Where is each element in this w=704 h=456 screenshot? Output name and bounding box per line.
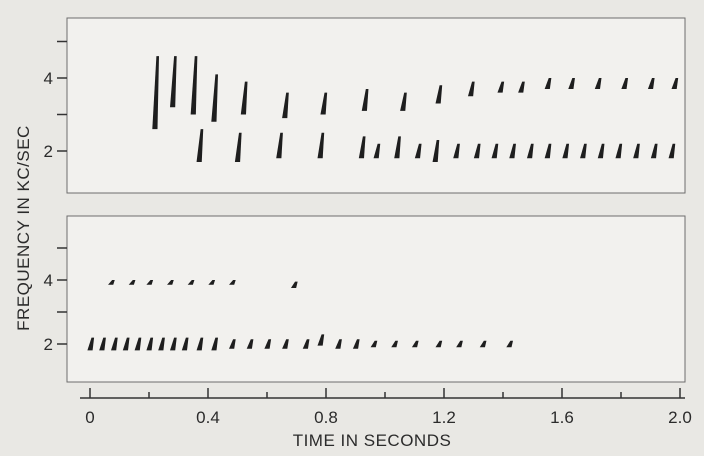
top-series-1-mark	[170, 56, 177, 108]
x-tick-label: 1.2	[432, 408, 456, 427]
bottom-series-1-mark	[187, 280, 195, 285]
bottom-y-axis: 24	[44, 247, 67, 354]
top-series-1-mark	[282, 92, 289, 119]
bottom-series-2-mark	[479, 340, 487, 348]
top-series-1-mark	[647, 78, 655, 89]
top-series-2-mark	[633, 143, 640, 159]
y-tick-label: 4	[44, 69, 53, 88]
top-y-axis: 24	[44, 40, 67, 161]
bottom-series-2-mark	[435, 340, 443, 348]
bottom-series-2-mark	[196, 337, 204, 351]
bottom-series-2-mark	[111, 337, 118, 351]
bottom-panel-frame	[66, 215, 686, 383]
bottom-series-2-mark	[246, 339, 254, 349]
bottom-series-2-mark	[264, 339, 272, 349]
top-series-2-mark	[234, 132, 242, 162]
top-series-1-mark	[190, 56, 198, 115]
top-series-1-mark	[152, 56, 159, 130]
top-series-1-mark	[671, 78, 679, 89]
top-series-2-mark	[358, 136, 366, 159]
top-series-2-mark	[453, 143, 460, 159]
top-series-2-mark	[615, 143, 623, 159]
top-series-2-mark	[276, 132, 283, 159]
bottom-series-2-mark	[181, 337, 189, 351]
top-series-1-mark	[435, 85, 443, 104]
top-series-1-mark	[518, 81, 525, 93]
x-tick-label: 0	[85, 408, 94, 427]
top-series-2-mark	[562, 143, 570, 159]
top-series-1-mark	[361, 88, 369, 111]
top-series-2-mark	[491, 143, 499, 159]
bottom-series-2-mark	[317, 334, 325, 346]
x-axis: 0 0.4 0.8 1.2 1.6 2.0	[80, 388, 692, 427]
top-series-1-mark	[621, 78, 629, 89]
bottom-series-2-mark	[146, 337, 154, 351]
bottom-series-1-mark	[146, 280, 154, 285]
bottom-series-2-mark	[87, 337, 95, 351]
y-tick-label: 2	[44, 335, 53, 354]
bottom-series-2-mark	[134, 337, 142, 351]
top-series-2-mark	[473, 143, 481, 159]
top-series-1-mark	[400, 92, 407, 111]
top-series-1-mark	[568, 78, 575, 89]
top-series-2-mark	[394, 136, 401, 159]
bottom-series-2-mark	[411, 340, 419, 348]
bottom-series-1-mark	[128, 280, 136, 285]
top-series-1-mark	[594, 78, 602, 89]
bottom-series-2-mark	[158, 337, 165, 351]
top-series-2-mark	[373, 143, 381, 159]
top-series-1-mark	[320, 92, 328, 115]
top-series-2-mark	[317, 132, 325, 159]
top-series-2-mark	[432, 140, 440, 162]
bottom-series-2-mark	[302, 339, 310, 349]
bottom-series-2-mark	[229, 339, 236, 349]
bottom-series-2-mark	[211, 337, 218, 351]
x-tick-label: 1.6	[550, 408, 574, 427]
x-tick-label: 0.8	[314, 408, 338, 427]
y-tick-label: 2	[44, 142, 53, 161]
top-series-1-mark	[497, 81, 505, 93]
top-panel-frame	[66, 17, 686, 194]
top-panel-marks	[152, 56, 679, 162]
bottom-series-2-mark	[352, 339, 360, 349]
bottom-series-2-mark	[391, 340, 398, 348]
top-series-2-mark	[414, 143, 422, 159]
bottom-series-1-mark	[108, 280, 115, 285]
bottom-series-2-mark	[506, 340, 513, 348]
top-series-1-mark	[211, 74, 218, 122]
top-series-2-mark	[196, 129, 204, 162]
x-tick-label: 2.0	[668, 408, 692, 427]
bottom-panel-marks	[87, 280, 513, 351]
bottom-series-1-mark	[167, 280, 174, 285]
bottom-series-1-mark	[229, 280, 236, 285]
bottom-series-1-mark	[208, 280, 216, 285]
bottom-series-2-mark	[370, 340, 378, 348]
bottom-series-2-mark	[456, 340, 463, 348]
bottom-series-2-mark	[335, 339, 342, 349]
top-series-1-mark	[467, 81, 475, 97]
top-series-2-mark	[650, 143, 658, 159]
bottom-series-2-mark	[122, 337, 130, 351]
bottom-series-2-mark	[99, 337, 106, 351]
x-axis-title: TIME IN SECONDS	[293, 431, 452, 450]
bottom-series-1-mark	[290, 281, 298, 288]
bottom-series-2-mark	[282, 339, 289, 349]
top-series-2-mark	[597, 143, 605, 159]
top-series-2-mark	[580, 143, 587, 159]
top-series-2-mark	[544, 143, 552, 159]
top-series-2-mark	[526, 143, 534, 159]
top-series-1-mark	[240, 81, 248, 115]
y-tick-label: 4	[44, 271, 53, 290]
x-tick-label: 0.4	[196, 408, 220, 427]
bottom-series-2-mark	[170, 337, 177, 351]
top-series-2-mark	[509, 143, 516, 159]
top-series-1-mark	[544, 78, 552, 89]
y-axis-title: FREQUENCY IN KC/SEC	[14, 125, 33, 331]
top-series-2-mark	[668, 143, 676, 159]
